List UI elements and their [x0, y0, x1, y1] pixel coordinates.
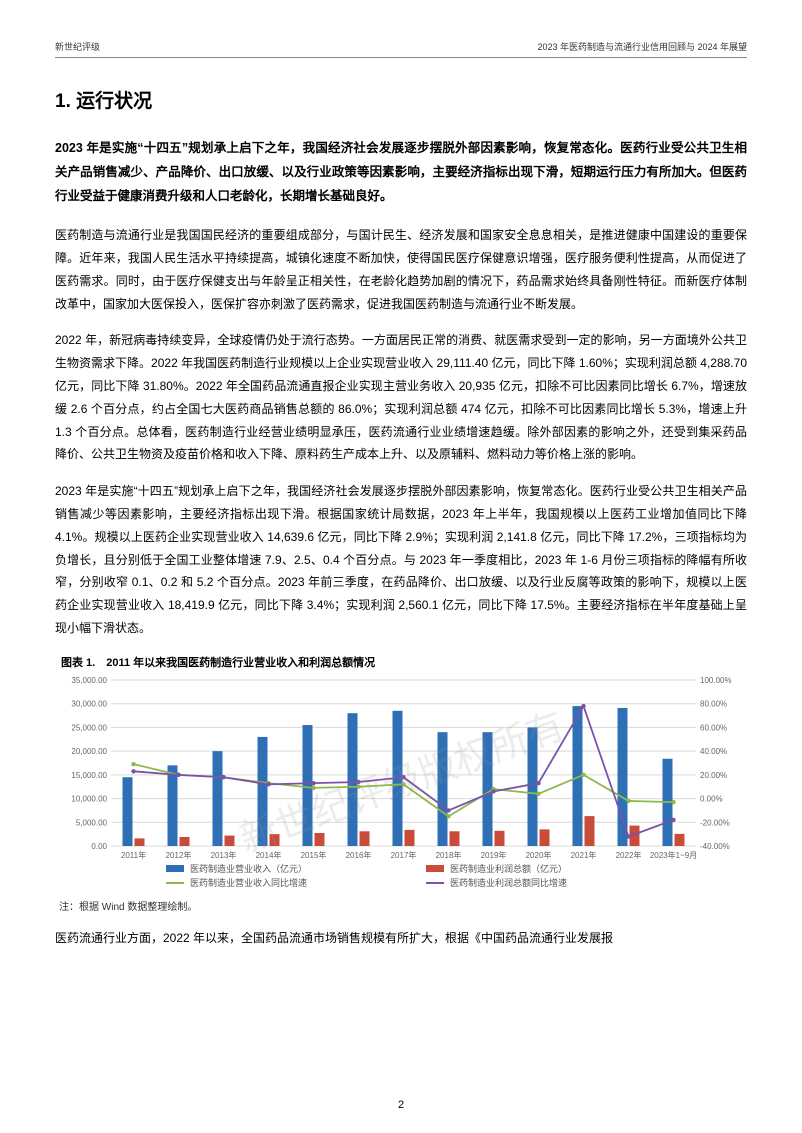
section-title: 1. 运行状况 [55, 86, 747, 113]
svg-text:20,000.00: 20,000.00 [71, 747, 107, 756]
svg-text:0.00: 0.00 [91, 842, 107, 851]
svg-text:2018年: 2018年 [436, 850, 462, 860]
svg-text:2023年1~9月: 2023年1~9月 [650, 850, 697, 860]
chart-svg: 35,000.00 30,000.00 25,000.00 20,000.00 15,0… [56, 674, 746, 894]
svg-text:10,000.00: 10,000.00 [71, 794, 107, 803]
svg-text:医药制造业利润总额（亿元）: 医药制造业利润总额（亿元） [450, 863, 567, 874]
body-paragraph-4: 医药流通行业方面，2022 年以来，全国药品流通市场销售规模有所扩大，根据《中国… [55, 927, 747, 950]
svg-text:2014年: 2014年 [256, 850, 282, 860]
svg-text:2019年: 2019年 [481, 850, 507, 860]
body-paragraph-3: 2023 年是实施“十四五”规划承上启下之年，我国经济社会发展逐步摆脱外部因素影… [55, 480, 747, 640]
svg-text:25,000.00: 25,000.00 [71, 723, 107, 732]
header-right: 2023 年医药制造与流通行业信用回顾与 2024 年展望 [537, 40, 747, 53]
svg-text:0.00%: 0.00% [700, 794, 723, 803]
svg-text:2015年: 2015年 [301, 850, 327, 860]
svg-text:2022年: 2022年 [616, 850, 642, 860]
lead-paragraph: 2023 年是实施“十四五”规划承上启下之年，我国经济社会发展逐步摆脱外部因素影… [55, 137, 747, 208]
chart-note: 注：根据 Wind 数据整理绘制。 [59, 898, 747, 913]
svg-text:100.00%: 100.00% [700, 676, 732, 685]
svg-text:医药制造业营业收入（亿元）: 医药制造业营业收入（亿元） [190, 863, 307, 874]
svg-text:2017年: 2017年 [391, 850, 417, 860]
svg-text:80.00%: 80.00% [700, 700, 727, 709]
svg-text:2020年: 2020年 [526, 850, 552, 860]
revenue-profit-chart: 新世纪评级版权所有 35,000.0030,000.0025,000.0020,… [56, 674, 746, 894]
svg-text:2011年: 2011年 [121, 850, 146, 860]
header-left: 新世纪评级 [55, 40, 100, 53]
svg-text:2013年: 2013年 [211, 850, 237, 860]
svg-text:20.00%: 20.00% [700, 771, 727, 780]
page-number: 2 [398, 1099, 404, 1111]
svg-text:30,000.00: 30,000.00 [71, 700, 107, 709]
page-header: 新世纪评级 2023 年医药制造与流通行业信用回顾与 2024 年展望 [55, 40, 747, 58]
svg-text:医药制造业利润总额同比增速: 医药制造业利润总额同比增速 [450, 877, 567, 888]
body-paragraph-2: 2022 年，新冠病毒持续变异，全球疫情仍处于流行态势。一方面居民正常的消费、就… [55, 329, 747, 466]
svg-text:-40.00%: -40.00% [700, 842, 730, 851]
svg-text:-20.00%: -20.00% [700, 818, 730, 827]
svg-text:40.00%: 40.00% [700, 747, 727, 756]
svg-text:2021年: 2021年 [571, 850, 597, 860]
svg-text:60.00%: 60.00% [700, 723, 727, 732]
chart-caption: 图表 1. 2011 年以来我国医药制造行业营业收入和利润总额情况 [61, 654, 747, 670]
svg-text:医药制造业营业收入同比增速: 医药制造业营业收入同比增速 [190, 877, 307, 888]
svg-text:2016年: 2016年 [346, 850, 372, 860]
svg-text:2012年: 2012年 [166, 850, 192, 860]
svg-text:35,000.00: 35,000.00 [71, 676, 107, 685]
body-paragraph-1: 医药制造与流通行业是我国国民经济的重要组成部分，与国计民生、经济发展和国家安全息… [55, 224, 747, 315]
svg-text:15,000.00: 15,000.00 [71, 771, 107, 780]
svg-text:5,000.00: 5,000.00 [76, 818, 108, 827]
